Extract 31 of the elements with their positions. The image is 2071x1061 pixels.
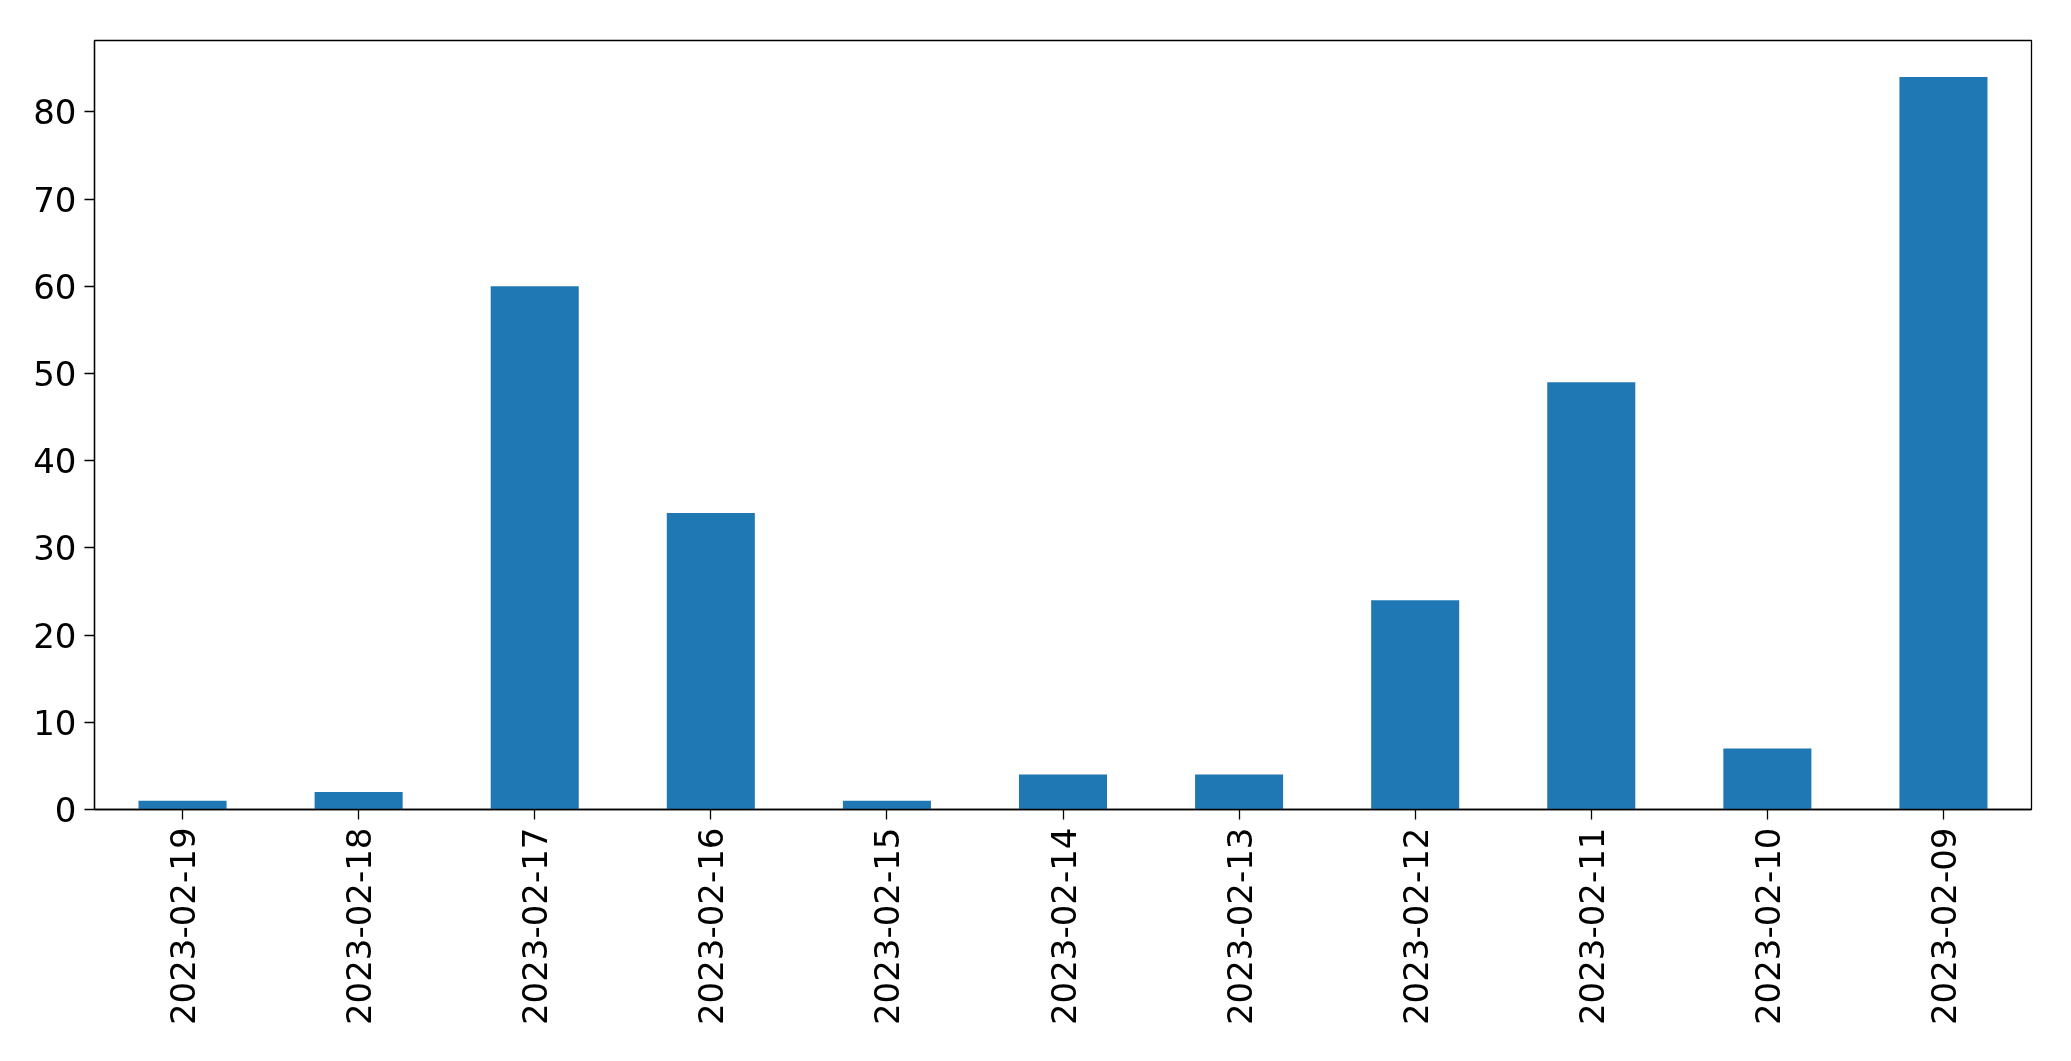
- y-tick-label: 20: [33, 615, 77, 656]
- x-tick-label: 2023-02-16: [691, 827, 732, 1026]
- x-tick-label: 2023-02-10: [1747, 827, 1788, 1026]
- y-tick-label: 40: [33, 441, 77, 482]
- y-tick-label: 0: [54, 790, 77, 830]
- x-tick-label: 2023-02-17: [515, 827, 556, 1026]
- bar: [1899, 77, 1988, 810]
- x-tick-label: 2023-02-15: [867, 827, 908, 1026]
- bar: [1018, 774, 1108, 810]
- x-tick-label: 2023-02-11: [1571, 827, 1612, 1026]
- bar: [1723, 748, 1812, 810]
- bar: [138, 800, 227, 810]
- x-tick-label: 2023-02-14: [1043, 827, 1084, 1026]
- bar: [314, 792, 403, 810]
- x-tick-label: 2023-02-12: [1395, 827, 1436, 1026]
- bar: [666, 513, 755, 810]
- bar: [1547, 382, 1636, 810]
- x-tick-label: 2023-02-13: [1219, 827, 1260, 1026]
- x-tick-label: 2023-02-19: [163, 827, 204, 1026]
- y-tick-label: 80: [33, 92, 77, 133]
- y-tick-label: 70: [33, 179, 77, 220]
- bar: [490, 286, 579, 810]
- x-tick-label: 2023-02-18: [339, 827, 380, 1026]
- bar: [842, 800, 931, 810]
- bar: [1371, 600, 1460, 810]
- x-tick-label: 2023-02-09: [1923, 827, 1964, 1026]
- y-tick-label: 60: [33, 266, 77, 307]
- bar: [1195, 774, 1284, 810]
- y-tick-label: 10: [33, 702, 77, 743]
- y-tick-label: 30: [33, 528, 77, 569]
- y-tick-label: 50: [33, 354, 77, 395]
